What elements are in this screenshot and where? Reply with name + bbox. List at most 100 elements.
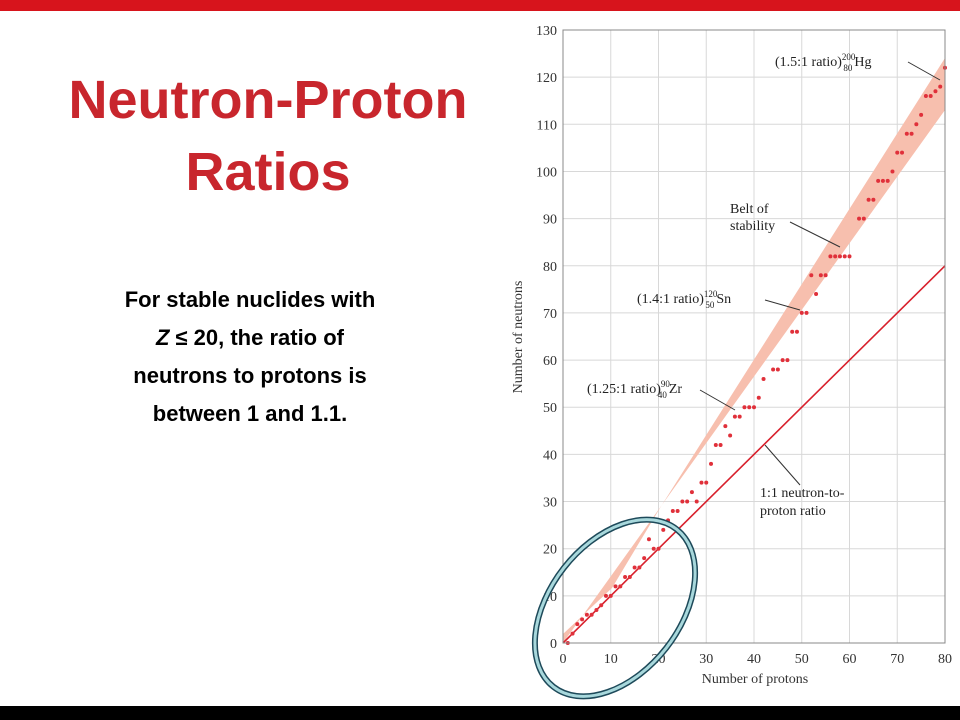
- leaders: [699, 61, 941, 486]
- nuclide-point: [699, 480, 704, 485]
- nuclide-point: [857, 216, 862, 221]
- plot-frame: [562, 29, 946, 644]
- nuclide-point: [775, 367, 780, 372]
- annotation: (1.5:1 ratio)200 80 Hg: [775, 52, 872, 73]
- nuclide-point: [589, 612, 594, 617]
- nuclide-point: [689, 490, 694, 495]
- nuclide-point: [799, 310, 804, 315]
- x-tick-label: 80: [938, 652, 952, 667]
- plot: [562, 65, 947, 645]
- belt-label: Belt of: [730, 202, 769, 217]
- y-tick-label: 80: [543, 260, 557, 275]
- nuclide-point: [685, 499, 690, 504]
- annotation-text: (1.25:1 ratio): [587, 382, 661, 397]
- nuclide-point: [618, 584, 623, 589]
- line-label: proton ratio: [760, 504, 826, 519]
- y-tick-label: 40: [543, 448, 557, 463]
- title: Ratios: [185, 142, 350, 202]
- nuclide-point: [646, 537, 651, 542]
- body-text: For stable nuclides with: [125, 287, 376, 312]
- annotation-text: (1.5:1 ratio): [775, 55, 842, 70]
- atomic-number: 80: [843, 63, 853, 73]
- nuclide-point: [919, 112, 924, 117]
- nuclide-point: [570, 631, 575, 636]
- x-tick-label: 50: [795, 652, 809, 667]
- reference-line: [562, 265, 946, 644]
- nuclide-point: [608, 593, 613, 598]
- nuclide-point: [794, 329, 799, 334]
- highlight-ring: [533, 518, 697, 698]
- element-symbol: Zr: [669, 382, 683, 397]
- nuclide-point: [871, 197, 876, 202]
- x-tick-label: 40: [747, 652, 761, 667]
- nuclide-point: [876, 178, 881, 183]
- nuclide-point: [761, 376, 766, 381]
- element-symbol: Sn: [716, 292, 731, 307]
- y-tick-label: 60: [543, 354, 557, 369]
- nuclide-point: [599, 603, 604, 608]
- nuclide-point: [900, 150, 905, 155]
- x-tick-label: 0: [560, 652, 567, 667]
- x-tick-label: 60: [843, 652, 857, 667]
- nuclide-point: [713, 442, 718, 447]
- nuclide-point: [756, 395, 761, 400]
- body-text: neutrons to protons is: [133, 363, 366, 388]
- belt-label: stability: [730, 219, 775, 234]
- y-tick-label: 70: [543, 307, 557, 322]
- nuclide-point: [613, 584, 618, 589]
- nuclide-point: [814, 292, 819, 297]
- nuclide-point: [771, 367, 776, 372]
- x-tick-label: 30: [699, 652, 713, 667]
- annotation: (1.4:1 ratio)120 50 Sn: [637, 289, 731, 310]
- nuclide-point: [818, 273, 823, 278]
- nuclide-point: [904, 131, 909, 136]
- nuclide-point: [584, 612, 589, 617]
- nuclide-point: [651, 546, 656, 551]
- nuclide-point: [661, 527, 666, 532]
- nuclide-point: [575, 622, 580, 627]
- nuclide-point: [842, 254, 847, 259]
- body-text: ≤ 20, the ratio of: [175, 325, 344, 350]
- nuclide-point: [627, 574, 632, 579]
- nuclide-point: [737, 414, 742, 419]
- nuclide-point: [632, 565, 637, 570]
- annotation-text: (1.4:1 ratio): [637, 292, 704, 307]
- nuclide-point: [861, 216, 866, 221]
- nuclide-point: [938, 84, 943, 89]
- nuclide-point: [909, 131, 914, 136]
- y-tick-label: 20: [543, 543, 557, 558]
- top-bar: [0, 0, 960, 11]
- mass-number: 90: [661, 379, 671, 389]
- body-text: Z ≤ 20, the ratio of: [155, 325, 345, 350]
- nuclide-point: [728, 433, 733, 438]
- y-tick-label: 90: [543, 213, 557, 228]
- annotations: (1.5:1 ratio)200 80 Hg (1.4:1 ratio)120 50 Sn…: [587, 52, 872, 519]
- line-label: 1:1 neutron-to-: [760, 486, 845, 501]
- x-tick-label: 70: [890, 652, 904, 667]
- annotation: (1.25:1 ratio)90 40 Zr: [587, 379, 682, 400]
- y-axis-label: Number of neutrons: [511, 281, 526, 394]
- nuclide-point: [914, 122, 919, 127]
- nuclide-point: [670, 508, 675, 513]
- bottom-bar: [0, 706, 960, 720]
- nuclide-point: [828, 254, 833, 259]
- nuclide-point: [790, 329, 795, 334]
- x-tick-label: 10: [604, 652, 618, 667]
- mass-number: 200: [842, 52, 856, 62]
- y-tick-label: 110: [537, 118, 557, 133]
- nuclide-point: [847, 254, 852, 259]
- nuclide-point: [694, 499, 699, 504]
- nuclide-point: [723, 424, 728, 429]
- nuclide-point: [680, 499, 685, 504]
- y-tick-label: 100: [536, 165, 557, 180]
- nuclide-point: [823, 273, 828, 278]
- nuclide-point: [675, 508, 680, 513]
- y-tick-label: 50: [543, 401, 557, 416]
- nuclide-point: [656, 546, 661, 551]
- nuclide-point: [603, 593, 608, 598]
- x-axis-label: Number of protons: [702, 672, 809, 687]
- nuclide-point: [933, 89, 938, 94]
- atomic-number: 40: [658, 390, 668, 400]
- nuclide-point: [580, 617, 585, 622]
